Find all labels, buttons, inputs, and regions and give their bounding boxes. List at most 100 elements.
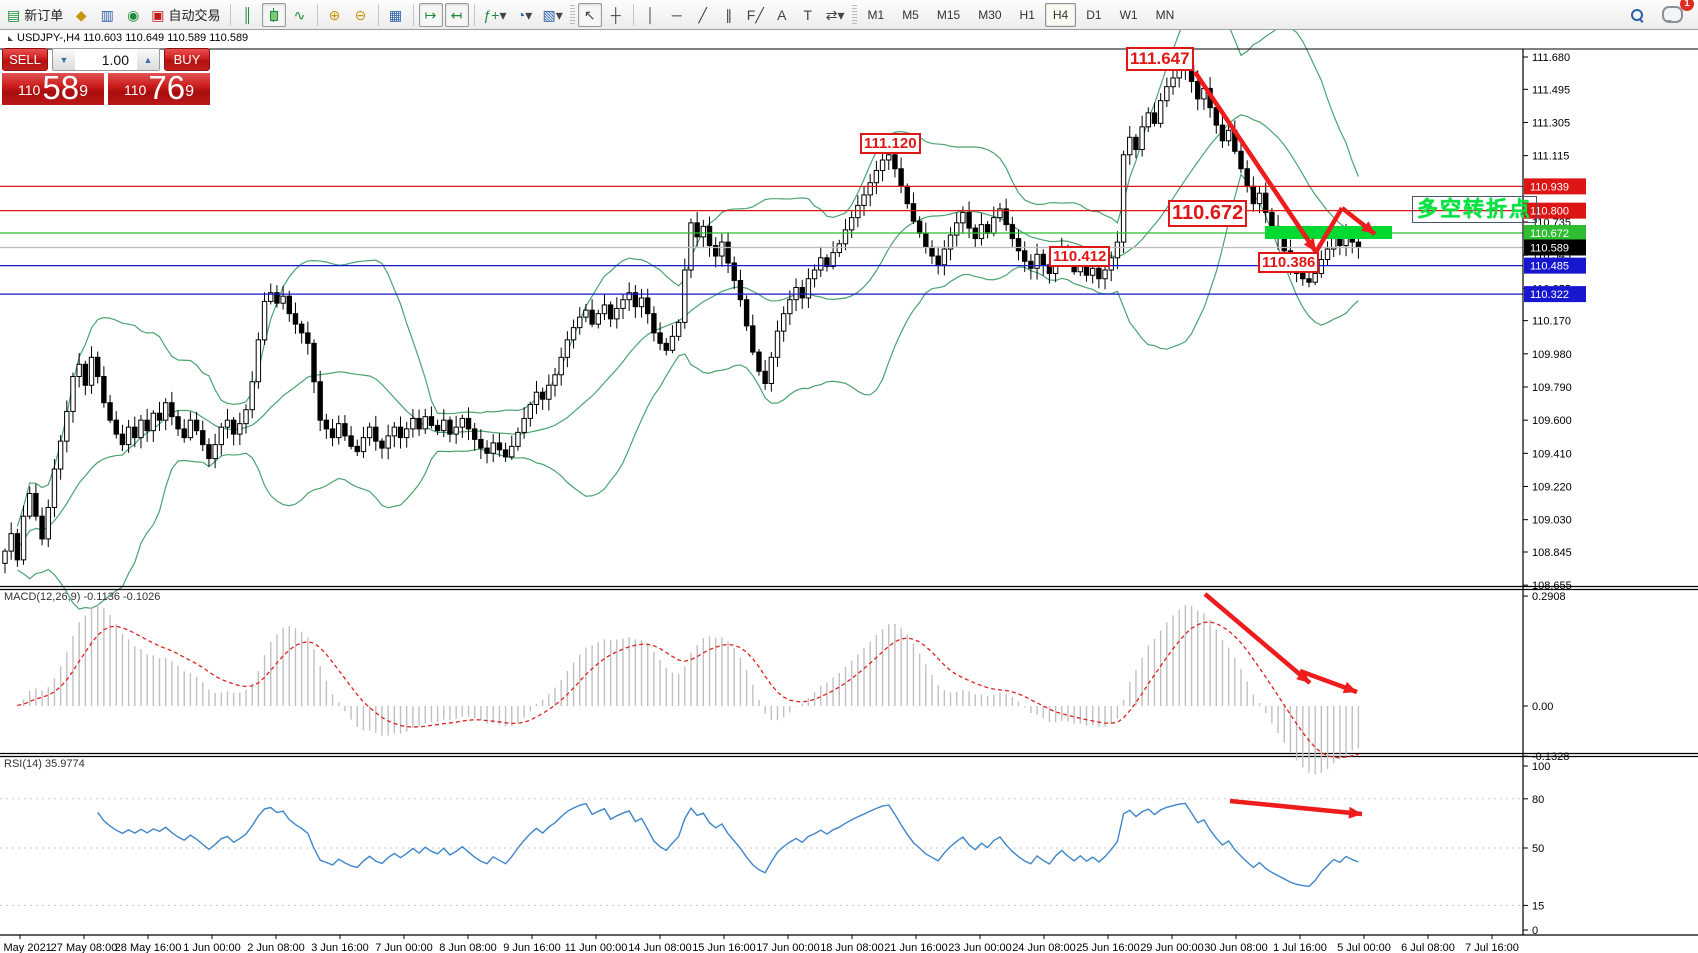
x-axis-label: 1 Jul 16:00 bbox=[1273, 942, 1327, 953]
timeframe-M1[interactable]: M1 bbox=[867, 7, 885, 22]
crosshair-icon: ┼ bbox=[610, 6, 621, 23]
candles bbox=[2, 55, 1362, 574]
horizontal-line-button[interactable]: ─ bbox=[665, 3, 689, 27]
chart-area[interactable]: 111.680 111.495 111.305 111.115 110.735 110.5… bbox=[0, 30, 1698, 953]
buy-price-tile[interactable]: 110 76 9 bbox=[108, 71, 210, 105]
price-level-lines bbox=[0, 185, 1523, 295]
cursor-button[interactable]: ↖ bbox=[577, 2, 602, 27]
periods-button[interactable]: ◔ ▾ bbox=[513, 3, 537, 27]
navigator-button[interactable]: ▥ bbox=[95, 3, 119, 27]
market-watch-icon: ◆ bbox=[75, 6, 87, 23]
tile-windows-button[interactable]: ▦ bbox=[384, 3, 408, 27]
search-button[interactable] bbox=[1625, 3, 1649, 27]
timeframe-M5[interactable]: M5 bbox=[902, 7, 919, 22]
fibonacci-icon: F╱ bbox=[746, 6, 764, 23]
candlestick-chart-button[interactable] bbox=[261, 2, 286, 27]
y-axis-tick: 109.600 bbox=[1532, 415, 1572, 427]
timeframe-W1[interactable]: W1 bbox=[1119, 7, 1138, 22]
chart-shift-icon: ↤ bbox=[450, 6, 463, 23]
sell-button[interactable]: SELL bbox=[2, 48, 48, 71]
terminal-button[interactable]: ◉ bbox=[121, 3, 145, 27]
trend-arrows[interactable] bbox=[1193, 70, 1377, 819]
timeframe-H1[interactable]: H1 bbox=[1019, 7, 1035, 22]
volume-increase-button[interactable]: ▲ bbox=[137, 49, 159, 70]
sell-price-tile[interactable]: 110 58 9 bbox=[2, 71, 104, 105]
x-axis-label: 25 Jun 16:00 bbox=[1076, 942, 1140, 953]
chart-shift-button[interactable]: ↤ bbox=[444, 2, 469, 27]
x-axis-label: 24 Jun 08:00 bbox=[1012, 942, 1076, 953]
new-order-button[interactable]: ▤ 新订单 bbox=[7, 6, 64, 24]
price-annotation[interactable]: 110.672 bbox=[1168, 200, 1248, 227]
macd-scale-tick: 0.2908 bbox=[1532, 591, 1566, 603]
current-price-label: 110.589 bbox=[1530, 242, 1569, 254]
line-chart-button[interactable]: ∿ bbox=[288, 3, 312, 27]
fibonacci-button[interactable]: F╱ bbox=[743, 3, 768, 27]
x-axis-label: 17 Jun 00:00 bbox=[756, 942, 820, 953]
price-annotation[interactable]: 111.120 bbox=[860, 133, 921, 155]
price-annotation[interactable]: 110.412 bbox=[1049, 246, 1111, 268]
new-order-icon: ▤ bbox=[7, 6, 21, 23]
vertical-line-icon: │ bbox=[646, 6, 656, 23]
dropdown-icon: ▾ bbox=[837, 6, 845, 23]
symbol-marker-icon bbox=[8, 36, 13, 41]
panel-frames bbox=[0, 48, 1698, 936]
price-chart-canvas[interactable]: 111.680111.495111.305111.115110.735110.5… bbox=[0, 30, 1698, 953]
market-watch-button[interactable]: ◆ bbox=[69, 3, 93, 27]
bar-chart-button[interactable]: ║ bbox=[236, 3, 260, 27]
y-axis-tick: 111.115 bbox=[1532, 151, 1569, 163]
volume-decrease-button[interactable]: ▼ bbox=[53, 49, 75, 70]
text-button[interactable]: A bbox=[770, 3, 794, 27]
crosshair-button[interactable]: ┼ bbox=[604, 3, 628, 27]
y-axis-tick: 109.980 bbox=[1532, 349, 1572, 361]
y-axis-tick: 109.790 bbox=[1532, 382, 1572, 394]
search-icon bbox=[1631, 8, 1643, 21]
price-level-labels: 110.939 110.800 110.672 110.589 110.485 110.3… bbox=[1524, 178, 1586, 303]
zoom-in-button[interactable]: ⊕ bbox=[323, 3, 347, 27]
price-annotation[interactable]: 111.647 bbox=[1126, 47, 1194, 71]
indicators-button[interactable]: ƒ+ ▾ bbox=[480, 3, 511, 27]
volume-input[interactable] bbox=[75, 49, 137, 70]
timeframe-MN[interactable]: MN bbox=[1155, 7, 1175, 22]
price-level-label: 110.800 bbox=[1530, 206, 1569, 218]
trendline-button[interactable]: ╱ bbox=[691, 3, 715, 27]
macd-scale-tick: -0.1328 bbox=[1532, 751, 1569, 763]
x-axis-label: 5 Jul 00:00 bbox=[1337, 942, 1391, 953]
bar-chart-icon: ║ bbox=[242, 6, 253, 23]
x-axis-label: 9 Jun 16:00 bbox=[503, 942, 561, 953]
x-axis-label: 7 Jul 16:00 bbox=[1465, 942, 1519, 953]
rsi-scale-tick: 50 bbox=[1532, 843, 1544, 855]
autotrade-button[interactable]: ▣ 自动交易 bbox=[151, 6, 221, 24]
timeframe-H4[interactable]: H4 bbox=[1044, 2, 1077, 27]
x-axis-label: 2 Jun 08:00 bbox=[247, 942, 305, 953]
channel-button[interactable]: ∥ bbox=[717, 3, 741, 27]
trendline-icon: ╱ bbox=[698, 6, 707, 23]
dropdown-icon: ▾ bbox=[499, 6, 507, 23]
auto-scroll-button[interactable]: ↦ bbox=[418, 2, 443, 27]
y-axis-tick: 111.680 bbox=[1532, 52, 1570, 64]
arrows-button[interactable]: ⇄ ▾ bbox=[822, 3, 849, 27]
timeframe-M15[interactable]: M15 bbox=[936, 7, 961, 22]
x-axis-label: 6 Jul 08:00 bbox=[1401, 942, 1455, 953]
notification-badge: 1 bbox=[1680, 0, 1694, 11]
dropdown-icon: ▾ bbox=[525, 6, 533, 23]
y-axis-tick: 109.220 bbox=[1532, 482, 1572, 494]
clock-icon: ◔ bbox=[516, 6, 526, 23]
zoom-out-button[interactable]: ⊖ bbox=[349, 3, 373, 27]
timeframe-D1[interactable]: D1 bbox=[1086, 7, 1102, 22]
x-axis-label: 29 Jun 00:00 bbox=[1140, 942, 1204, 953]
timeframe-M30[interactable]: M30 bbox=[978, 7, 1002, 22]
x-axis-label: 15 Jun 16:00 bbox=[692, 942, 756, 953]
indicators-icon: ƒ+ bbox=[483, 6, 500, 23]
notifications-button[interactable]: 1 bbox=[1658, 0, 1694, 27]
vertical-line-button[interactable]: │ bbox=[639, 3, 663, 27]
zoom-out-icon: ⊖ bbox=[354, 6, 367, 23]
auto-scroll-icon: ↦ bbox=[424, 6, 437, 23]
turning-point-note[interactable]: 多空转折点 bbox=[1412, 196, 1537, 224]
buy-button[interactable]: BUY bbox=[164, 48, 210, 71]
templates-button[interactable]: ▧ ▾ bbox=[539, 3, 567, 27]
price-level-label: 110.939 bbox=[1530, 181, 1569, 193]
text-label-button[interactable]: T bbox=[796, 3, 820, 27]
price-annotation[interactable]: 110.386 bbox=[1258, 252, 1320, 274]
cursor-icon: ↖ bbox=[583, 6, 596, 23]
